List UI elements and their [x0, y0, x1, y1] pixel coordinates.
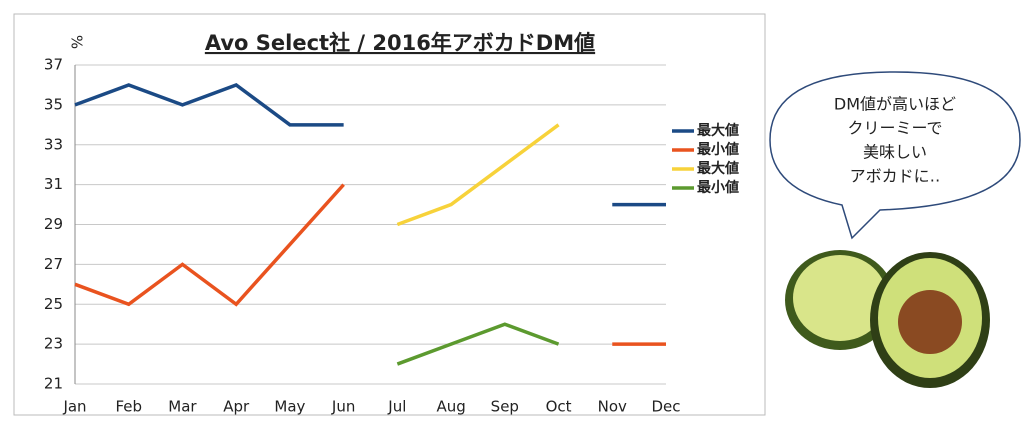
x-tick-label: Mar	[168, 398, 197, 416]
annotation-line: アボカドに‥	[850, 167, 941, 186]
x-tick-label: Sep	[491, 398, 519, 416]
x-tick-label: Feb	[115, 398, 142, 416]
y-tick-label: 35	[44, 95, 63, 113]
y-tick-label: 29	[44, 215, 63, 233]
series-line	[74, 183, 666, 346]
annotation-line: クリーミーで	[847, 119, 942, 138]
avocado-seed	[898, 290, 962, 354]
annotation-line: DM値が高いほど	[834, 95, 956, 114]
annotation-line: 美味しい	[863, 143, 927, 162]
y-tick-label: 31	[44, 175, 63, 193]
series-line	[396, 322, 560, 366]
x-tick-label: Nov	[598, 398, 627, 416]
y-tick-label: 37	[44, 56, 63, 74]
series-line	[74, 82, 666, 207]
x-tick-label: Oct	[546, 398, 572, 416]
legend-label: 最大値	[697, 122, 739, 139]
x-tick-label: Apr	[223, 398, 250, 416]
y-tick-label: 33	[44, 135, 63, 153]
x-tick-label: Jan	[62, 398, 86, 416]
legend-label: 最小値	[697, 141, 739, 158]
y-tick-label: 25	[44, 295, 63, 313]
y-tick-label: 27	[44, 255, 63, 273]
y-tick-label: 23	[44, 335, 63, 353]
chart-frame	[13, 13, 766, 416]
speech-bubble	[769, 71, 1021, 240]
avocado-image	[785, 250, 990, 388]
x-tick-label: Dec	[651, 398, 680, 416]
avocado-half-flesh	[793, 255, 887, 341]
y-axis-label: %	[68, 35, 86, 49]
y-tick-label: 21	[44, 375, 63, 393]
x-tick-label: Jul	[387, 398, 406, 416]
legend-label: 最大値	[697, 160, 739, 177]
x-tick-label: Jun	[331, 398, 355, 416]
x-tick-label: May	[274, 398, 305, 416]
legend-label: 最小値	[697, 179, 739, 196]
series-line	[396, 123, 560, 227]
x-tick-label: Aug	[436, 398, 465, 416]
chart-title: Avo Select社 / 2016年アボカドDM値	[205, 31, 595, 55]
